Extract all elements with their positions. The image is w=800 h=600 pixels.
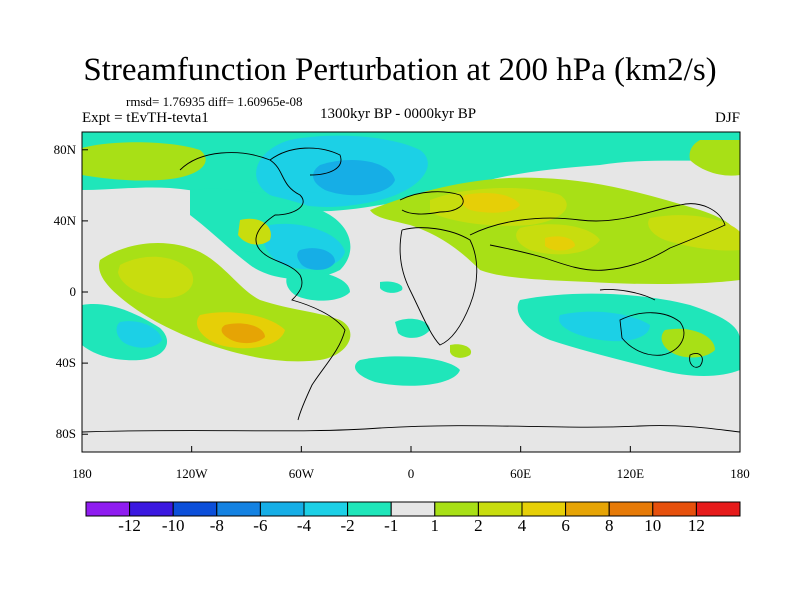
colorbar-swatch — [85, 501, 131, 517]
colorbar-label: 8 — [604, 516, 614, 535]
contour-eurasia-core — [461, 193, 520, 213]
asia-coast — [469, 203, 726, 271]
axis-ticks — [81, 149, 741, 452]
colorbar-label: -8 — [209, 516, 224, 535]
colorbar-label: 4 — [517, 516, 527, 535]
x-tick-label: 60E — [510, 466, 532, 481]
contour-spac-neg — [116, 321, 162, 348]
contour-arctic-core — [313, 160, 395, 196]
coastlines — [82, 147, 740, 433]
antarctica-coast — [82, 425, 740, 433]
colorbar-swatch — [477, 501, 523, 517]
contour-indian-neg — [559, 311, 650, 342]
map-field — [82, 132, 740, 452]
colorbar-label: 10 — [644, 516, 662, 535]
contour-samerica-neg — [286, 271, 350, 301]
colorbar-swatch — [695, 501, 741, 517]
contour-ne-pos — [689, 140, 740, 176]
colorbar-swatch — [303, 501, 349, 517]
nz-coast — [689, 353, 703, 368]
colorbar-swatch — [216, 501, 261, 517]
colorbar-label: -12 — [118, 516, 141, 535]
colorbar-label: -10 — [161, 516, 185, 535]
colorbar-swatch — [390, 501, 436, 517]
contour-asia-core — [545, 236, 575, 251]
x-tick-label: 120W — [175, 466, 208, 481]
x-tick-label: 180 — [72, 466, 92, 481]
contour-tropical-mid — [118, 256, 194, 299]
africa-coast — [399, 227, 478, 346]
colorbar — [85, 501, 741, 517]
x-tick-label: 60W — [288, 466, 314, 481]
colorbar-swatch — [259, 501, 305, 517]
colorbar-swatch — [565, 501, 610, 517]
colorbar-label: 2 — [474, 516, 483, 535]
y-tick-label: 0 — [69, 284, 77, 299]
colorbar-label: -4 — [296, 516, 312, 535]
colorbar-label: 12 — [687, 516, 705, 535]
stats-line: rmsd= 1.76935 diff= 1.60965e-08 — [126, 94, 303, 109]
y-tick-label: 80N — [53, 141, 76, 157]
period-label: 1300kyr BP - 0000kyr BP — [320, 106, 477, 122]
colorbar-swatch — [521, 501, 567, 517]
colorbar-label: -2 — [340, 516, 355, 535]
australia-coast — [619, 312, 685, 356]
indonesia-coast — [599, 289, 656, 301]
colorbar-swatch — [347, 501, 392, 517]
contour-south-atlantic-neg — [355, 356, 460, 386]
colorbar-swatch — [434, 501, 479, 517]
experiment-label: Expt = tEvTH-tevta1 — [82, 110, 209, 126]
contour-nw-pos — [82, 142, 206, 181]
americas-coast — [179, 152, 346, 421]
colorbar-swatch — [652, 501, 697, 517]
colorbar-swatch — [172, 501, 218, 517]
y-tick-label: 80S — [55, 426, 76, 442]
contour-spac-core — [221, 323, 265, 344]
colorbar-label: 6 — [561, 516, 570, 535]
x-tick-label: 120E — [616, 466, 645, 481]
y-tick-label: 40S — [55, 355, 76, 371]
contour-equatorial-blob — [380, 281, 403, 293]
x-tick-label: 0 — [407, 466, 415, 481]
contour-atlantic-s-blob — [395, 318, 430, 338]
contour-safrica-blob — [450, 344, 472, 358]
y-tick-label: 40N — [53, 212, 76, 228]
contour-atlantic-core — [297, 248, 335, 270]
greenland-coast — [269, 147, 342, 176]
colorbar-label: 1 — [430, 516, 440, 535]
contour-pacific-n-mid — [648, 215, 740, 251]
x-tick-label: 180 — [730, 466, 750, 481]
colorbar-swatch — [608, 501, 654, 517]
colorbar-label: -1 — [384, 516, 399, 535]
colorbar-label: -6 — [253, 516, 268, 535]
europe-coast — [399, 191, 464, 215]
plot-title: Streamfunction Perturbation at 200 hPa (… — [83, 52, 717, 88]
season-label: DJF — [714, 110, 740, 126]
colorbar-swatch — [129, 501, 174, 517]
